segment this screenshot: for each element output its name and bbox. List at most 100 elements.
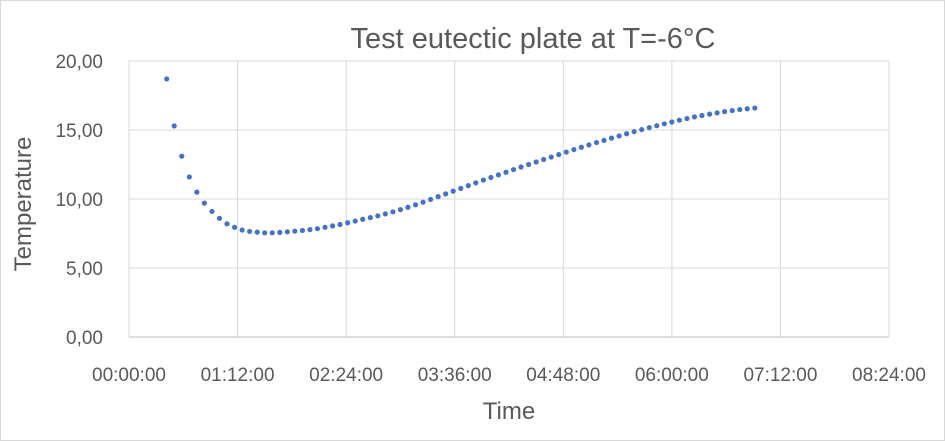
data-point — [405, 204, 411, 210]
data-point — [752, 105, 758, 111]
data-point — [262, 230, 268, 236]
x-axis-tick-labels: 00:00:00 01:12:00 02:24:00 03:36:00 04:48:00… — [92, 365, 926, 386]
data-point — [526, 161, 532, 168]
data-point — [284, 229, 290, 235]
data-point — [314, 226, 321, 232]
data-point — [661, 121, 667, 127]
x-tick-label: 08:24:00 — [852, 365, 926, 386]
data-point — [699, 112, 705, 119]
data-point — [737, 106, 743, 113]
data-point — [194, 189, 200, 195]
data-point — [412, 202, 419, 208]
data-point — [292, 228, 298, 234]
data-point — [247, 228, 253, 235]
data-point — [556, 151, 562, 158]
data-point — [706, 111, 713, 117]
data-point — [345, 220, 351, 226]
data-point — [639, 126, 645, 133]
data-point — [277, 229, 283, 235]
data-point — [729, 107, 735, 114]
data-point — [669, 119, 675, 125]
data-point — [307, 227, 313, 233]
x-tick-label: 02:24:00 — [309, 365, 383, 386]
x-tick-label: 00:00:00 — [92, 365, 166, 386]
y-tick-label: 5,00 — [66, 259, 103, 280]
data-point — [179, 153, 185, 159]
data-point — [254, 229, 260, 235]
data-point — [465, 183, 471, 189]
data-point — [586, 142, 592, 148]
data-point — [216, 215, 223, 221]
data-point — [458, 185, 464, 191]
data-point — [593, 139, 600, 146]
y-axis-title: Temperature — [10, 137, 37, 272]
data-point — [450, 188, 456, 194]
chart-title: Test eutectic plate at T=-6°C — [351, 23, 716, 55]
x-tick-label: 01:12:00 — [201, 365, 275, 386]
x-tick-label: 06:00:00 — [635, 365, 709, 386]
data-point — [571, 146, 577, 153]
data-point — [329, 223, 336, 229]
data-point — [744, 106, 750, 112]
data-point — [209, 208, 215, 215]
y-tick-label: 0,00 — [66, 328, 103, 349]
data-point — [352, 218, 358, 224]
data-point — [646, 125, 652, 131]
x-tick-label: 03:36:00 — [418, 365, 492, 386]
data-point — [480, 177, 486, 183]
data-point — [684, 115, 690, 122]
data-point — [722, 109, 728, 115]
y-axis-tick-labels: 0,00 5,00 10,00 15,00 20,00 — [55, 52, 103, 349]
data-point — [563, 149, 569, 155]
data-point — [714, 110, 720, 116]
data-point — [495, 172, 502, 178]
data-point — [691, 114, 698, 120]
data-point — [239, 227, 245, 233]
x-tick-label: 07:12:00 — [743, 365, 817, 386]
data-point — [382, 211, 388, 217]
data-point — [231, 224, 238, 230]
y-tick-label: 10,00 — [55, 190, 103, 211]
data-point — [518, 164, 524, 170]
y-tick-label: 20,00 — [55, 52, 103, 73]
data-point — [367, 215, 373, 221]
data-point — [186, 174, 192, 180]
data-point — [608, 135, 615, 141]
data-point — [269, 230, 275, 236]
data-point — [473, 180, 479, 186]
data-point — [397, 207, 404, 213]
data-point — [548, 154, 554, 160]
data-point — [503, 169, 509, 175]
data-point — [360, 216, 366, 222]
data-point — [435, 194, 441, 200]
data-point — [443, 191, 449, 197]
x-axis-title: Time — [483, 398, 535, 425]
data-point — [510, 167, 517, 173]
data-point — [299, 227, 306, 234]
data-point — [322, 224, 328, 230]
data-point — [488, 174, 494, 181]
data-point — [533, 159, 539, 165]
data-point — [224, 221, 230, 227]
data-point — [601, 137, 607, 143]
data-series — [164, 76, 758, 236]
data-point — [676, 117, 682, 123]
data-point — [201, 200, 207, 206]
gridlines — [128, 60, 890, 338]
data-point — [390, 209, 396, 215]
data-point — [541, 156, 547, 163]
data-point — [427, 196, 434, 203]
data-point — [631, 129, 637, 135]
data-point — [420, 199, 426, 205]
x-tick-label: 04:48:00 — [526, 365, 600, 386]
data-point — [624, 131, 630, 137]
data-point — [171, 123, 177, 129]
y-tick-label: 15,00 — [55, 121, 103, 142]
data-point — [578, 144, 584, 150]
data-point — [654, 123, 660, 129]
data-point — [616, 133, 622, 139]
data-point — [375, 213, 381, 219]
data-point — [337, 221, 343, 228]
